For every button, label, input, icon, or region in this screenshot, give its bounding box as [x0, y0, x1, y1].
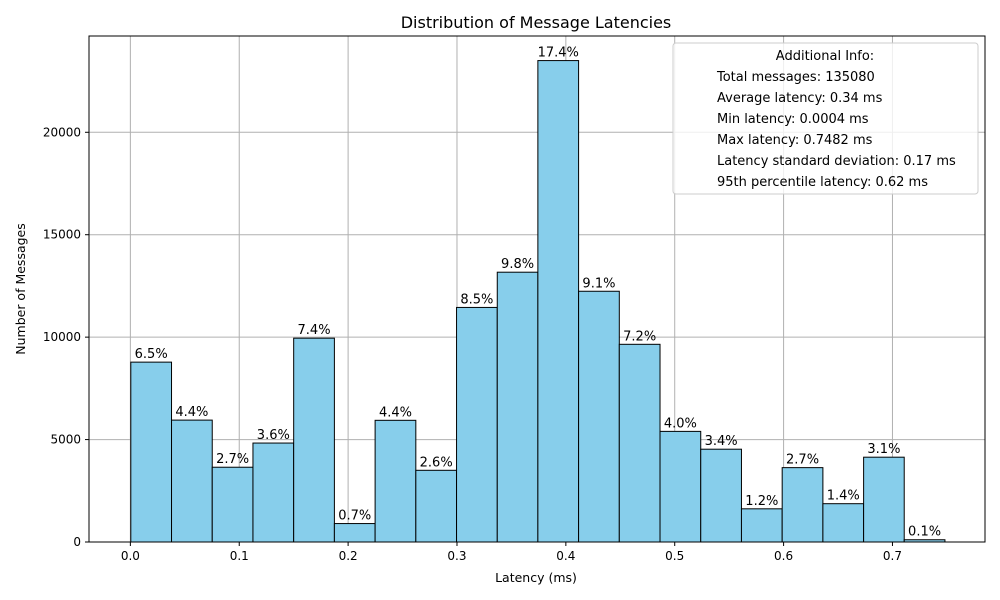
- bar-labels-layer: 6.5% 4.4% 2.7% 3.6% 7.4% 0.7% 4.4% 2.6% 8.5% 9.8%…: [135, 46, 941, 540]
- ticks-layer: 0.0 0.1 0.2 0.3 0.4 0.5 0.6 0.7 0 5000 10000 15000 2…: [43, 125, 902, 563]
- bar-percent-label: 1.4%: [827, 489, 860, 504]
- bars-layer: [130, 60, 946, 543]
- x-tick-label: 0.1: [230, 549, 249, 563]
- bar-percent-label: 6.5%: [135, 347, 168, 362]
- histogram-bar: [618, 343, 661, 543]
- bar-percent-label: 2.6%: [420, 455, 453, 470]
- histogram-bar: [456, 306, 498, 543]
- histogram-bar: [130, 361, 173, 543]
- histogram-bar: [659, 430, 702, 543]
- y-tick-label: 10000: [43, 330, 81, 344]
- x-tick-label: 0.2: [339, 549, 358, 563]
- bar-percent-label: 2.7%: [786, 453, 819, 468]
- histogram-bar: [863, 456, 905, 543]
- y-axis-label: Number of Messages: [13, 223, 28, 355]
- bar-percent-label: 1.2%: [745, 494, 778, 509]
- histogram-bar: [333, 523, 376, 543]
- legend-title: Additional Info:: [776, 49, 874, 64]
- bar-percent-label: 9.1%: [582, 276, 615, 291]
- bar-percent-label: 0.1%: [908, 525, 941, 540]
- bar-percent-label: 4.0%: [664, 416, 697, 431]
- bar-percent-label: 8.5%: [460, 292, 493, 307]
- x-tick-label: 0.0: [121, 549, 140, 563]
- bar-percent-label: 3.6%: [257, 428, 290, 443]
- legend-entry-average: Average latency: 0.34 ms: [717, 91, 883, 106]
- y-tick-label: 0: [73, 535, 81, 549]
- legend-entry-max: Max latency: 0.7482 ms: [717, 133, 873, 148]
- histogram-bar: [496, 271, 539, 543]
- histogram-bar: [171, 419, 213, 543]
- histogram-bar: [578, 290, 620, 543]
- x-axis-label: Latency (ms): [495, 570, 577, 585]
- bar-percent-label: 17.4%: [538, 46, 579, 61]
- chart-title: Distribution of Message Latencies: [401, 13, 672, 32]
- bar-percent-label: 2.7%: [216, 452, 249, 467]
- legend-entry-p95: 95th percentile latency: 0.62 ms: [717, 175, 928, 190]
- y-tick-label: 5000: [50, 433, 81, 447]
- histogram-bar: [781, 467, 824, 543]
- histogram-bar: [374, 419, 417, 543]
- legend-frame: [672, 42, 979, 195]
- histogram-bar: [293, 337, 335, 543]
- x-tick-label: 0.3: [447, 549, 466, 563]
- histogram-bar: [537, 60, 580, 543]
- y-tick-label: 20000: [43, 125, 81, 139]
- bar-percent-label: 0.7%: [338, 509, 371, 524]
- bar-percent-label: 7.4%: [298, 323, 331, 338]
- histogram-bar: [415, 469, 458, 543]
- x-tick-label: 0.5: [665, 549, 684, 563]
- x-tick-label: 0.4: [556, 549, 575, 563]
- legend-entry-min: Min latency: 0.0004 ms: [717, 112, 869, 127]
- legend-entry-total: Total messages: 135080: [716, 70, 875, 85]
- x-tick-label: 0.7: [883, 549, 902, 563]
- y-tick-label: 15000: [43, 228, 81, 242]
- x-tick-label: 0.6: [774, 549, 793, 563]
- bar-percent-label: 4.4%: [175, 405, 208, 420]
- histogram-bar: [252, 442, 295, 543]
- plot-area-frame: [88, 35, 986, 543]
- bar-percent-label: 4.4%: [379, 405, 412, 420]
- histogram-bar: [822, 503, 865, 543]
- bar-percent-label: 7.2%: [623, 329, 656, 344]
- bar-percent-label: 9.8%: [501, 257, 534, 272]
- histogram-bar: [211, 466, 254, 543]
- legend-box: Additional Info: Total messages: 135080 …: [672, 42, 979, 195]
- histogram-bar: [700, 448, 742, 543]
- bar-percent-label: 3.4%: [705, 434, 738, 449]
- legend-entry-stddev: Latency standard deviation: 0.17 ms: [717, 154, 956, 169]
- histogram-bar: [740, 508, 783, 543]
- bar-percent-label: 3.1%: [867, 442, 900, 457]
